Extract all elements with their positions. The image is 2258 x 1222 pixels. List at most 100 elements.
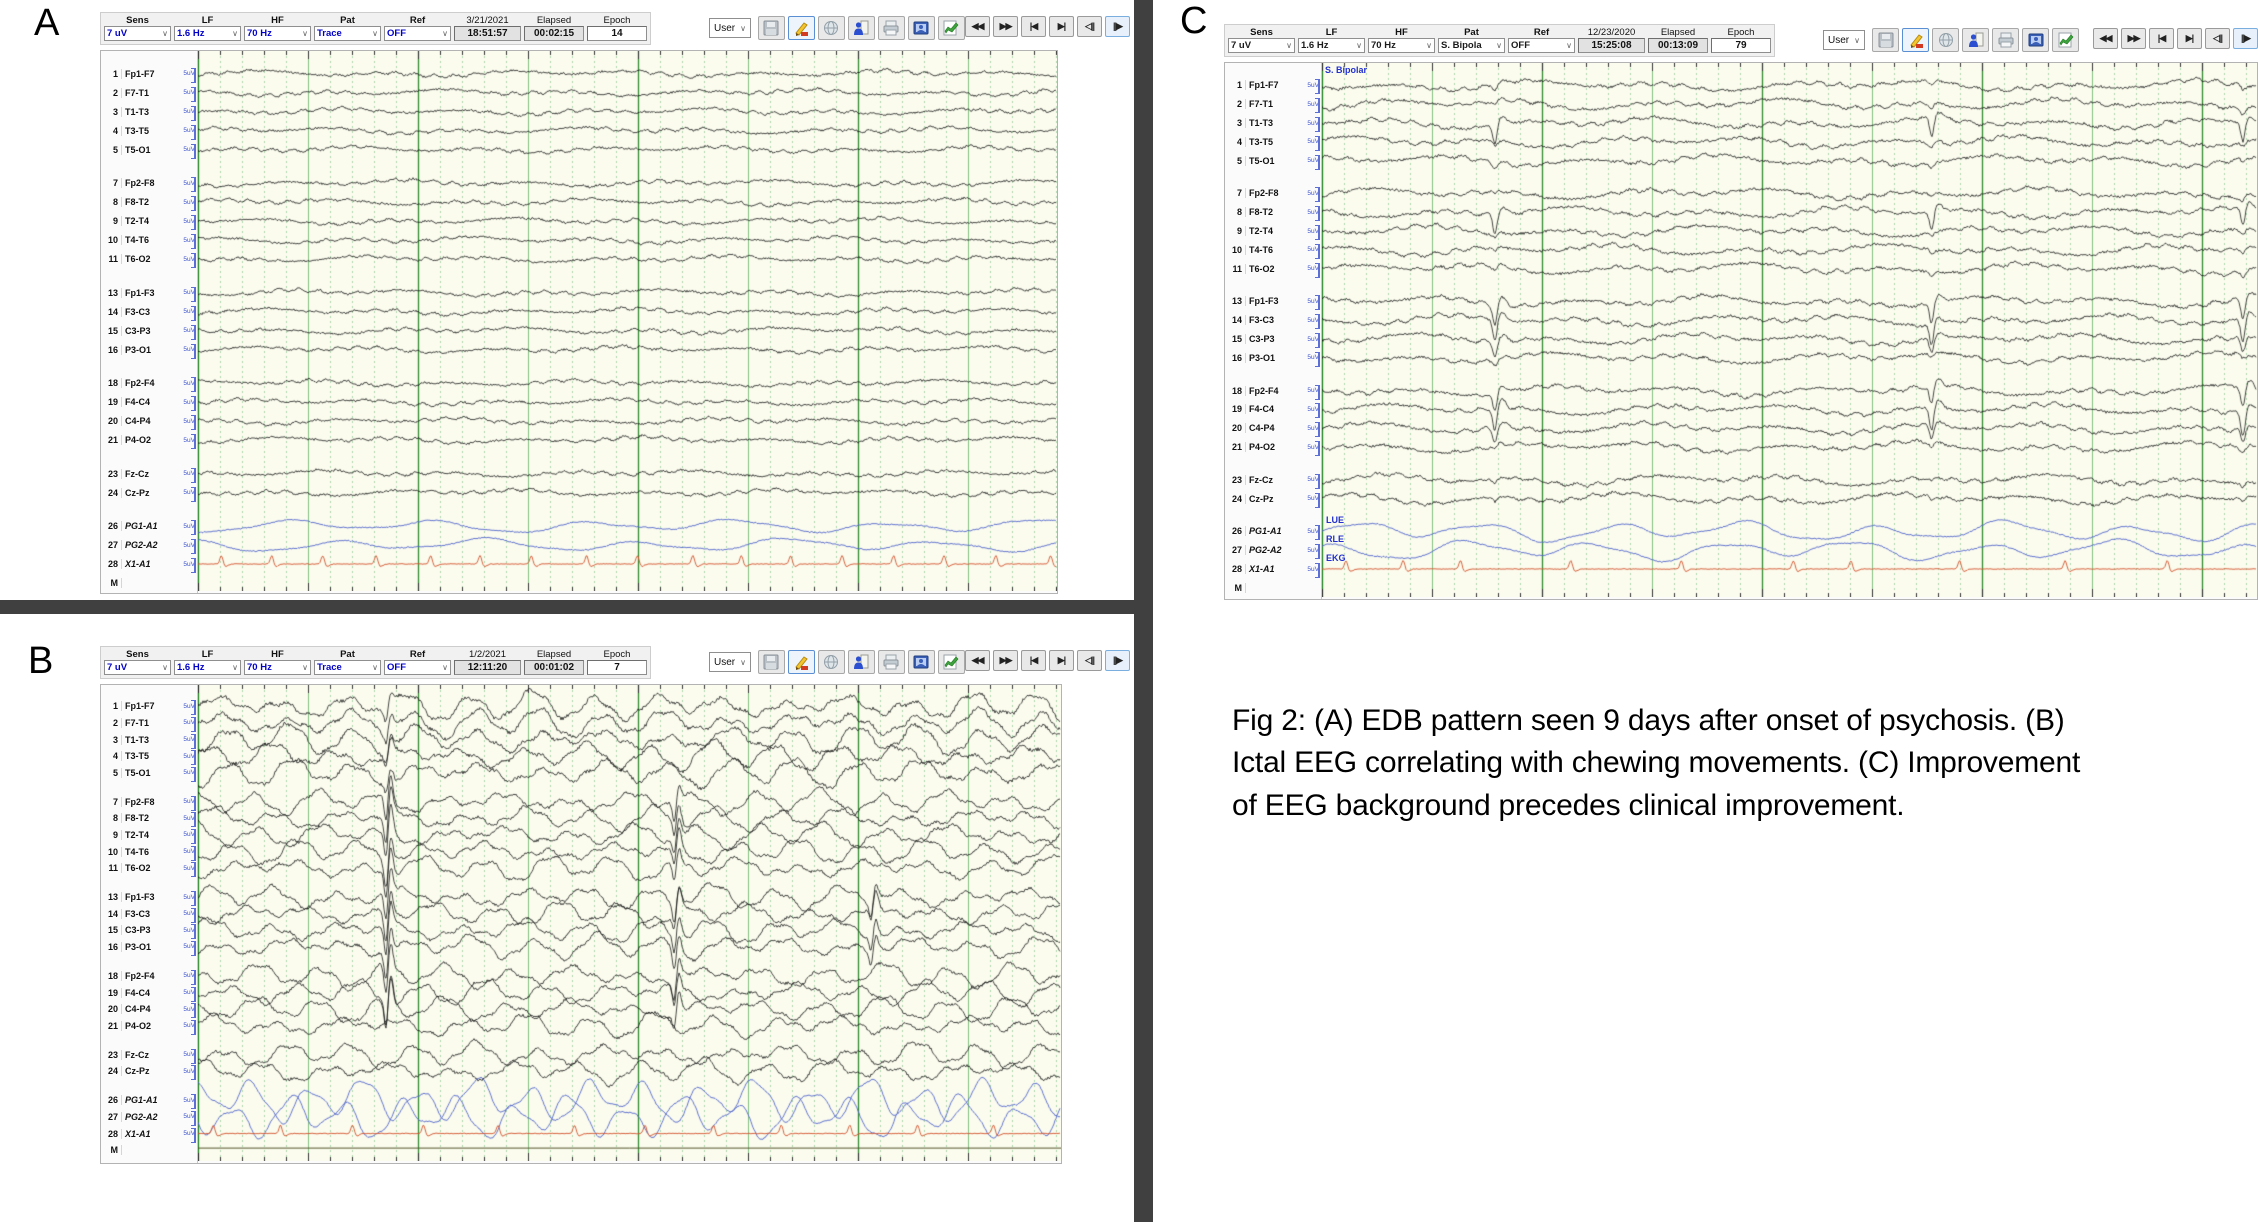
patient-info-button[interactable] xyxy=(1962,28,1989,52)
channel-name: T2-T4 xyxy=(125,829,150,840)
pat-dropdown[interactable]: Trace ∨ xyxy=(314,660,381,675)
scale-bracket-icon xyxy=(191,177,196,192)
patient-icon xyxy=(1968,32,1984,48)
video-button[interactable] xyxy=(907,16,935,40)
video-button[interactable] xyxy=(2022,28,2049,52)
next-epoch-button[interactable]: ||▶ xyxy=(2233,28,2258,49)
divider-horizontal xyxy=(0,600,1134,614)
elapsed-label: Elapsed xyxy=(536,15,572,26)
save-icon xyxy=(763,654,779,670)
channel-scale-label: 5uV xyxy=(1307,546,1319,554)
channel-number: 14 xyxy=(1225,315,1246,326)
fast-rewind-button[interactable]: ◀◀ xyxy=(2093,28,2118,49)
prev-epoch-button[interactable]: ◁|| xyxy=(1076,650,1102,671)
icon-toolbar: User ∨ xyxy=(709,16,965,40)
trend-button[interactable] xyxy=(937,650,965,674)
channel-scale-label: 5uV xyxy=(1307,157,1319,165)
channel-scale-label: 5uV xyxy=(183,541,195,549)
last-page-button[interactable]: ▶| xyxy=(1048,650,1074,671)
channel-scale-label: 5uV xyxy=(183,719,195,727)
patient-info-button[interactable] xyxy=(847,650,875,674)
annotate-button[interactable] xyxy=(787,650,815,674)
first-page-button[interactable]: |◀ xyxy=(2149,28,2174,49)
lf-label: LF xyxy=(1325,27,1338,38)
eeg-body: 1 Fp1-F7 5uV 2 F7-T1 5uV 3 T1-T3 5uV 4 T3-T5 5uV 5 T5… xyxy=(100,50,1058,594)
print-button[interactable] xyxy=(877,16,905,40)
sens-label: Sens xyxy=(1250,27,1273,38)
hf-dropdown[interactable]: 70 Hz ∨ xyxy=(244,26,311,41)
channel-number: 26 xyxy=(101,1095,122,1106)
last-page-button[interactable]: ▶| xyxy=(1048,16,1074,37)
montage-button[interactable] xyxy=(1932,28,1959,52)
channel-row: 21 P4-O2 5uV xyxy=(101,1019,197,1035)
montage-button[interactable] xyxy=(817,16,845,40)
last-page-button[interactable]: ▶| xyxy=(2177,28,2202,49)
elapsed-display: 00:01:02 xyxy=(524,660,584,675)
sens-dropdown[interactable]: 7 uV ∨ xyxy=(104,26,171,41)
channel-name: T4-T6 xyxy=(1249,244,1274,255)
scale-bracket-icon xyxy=(1315,135,1320,151)
channel-scale-label: 5uV xyxy=(183,255,195,263)
prev-epoch-button[interactable]: ◁|| xyxy=(2205,28,2230,49)
user-dropdown[interactable]: User ∨ xyxy=(1823,30,1865,50)
fast-forward-button[interactable]: ▶▶ xyxy=(992,16,1018,37)
sens-dropdown[interactable]: 7 uV ∨ xyxy=(104,660,171,675)
montage-button[interactable] xyxy=(817,650,845,674)
ref-dropdown[interactable]: OFF ∨ xyxy=(384,660,451,675)
fast-forward-button[interactable]: ▶▶ xyxy=(992,650,1018,671)
first-page-button[interactable]: |◀ xyxy=(1020,650,1046,671)
first-page-button[interactable]: |◀ xyxy=(1020,16,1046,37)
printer-icon xyxy=(883,20,899,36)
channel-scale-label: 5uV xyxy=(183,910,195,918)
channel-name: Fz-Cz xyxy=(125,1049,149,1060)
video-button[interactable] xyxy=(907,650,935,674)
hf-dropdown[interactable]: 70 Hz ∨ xyxy=(244,660,311,675)
lf-dropdown[interactable]: 1.6 Hz ∨ xyxy=(1298,38,1365,53)
eeg-traces-canvas xyxy=(198,51,1057,591)
sens-dropdown[interactable]: 7 uV ∨ xyxy=(1228,38,1295,53)
user-dropdown[interactable]: User ∨ xyxy=(709,18,751,38)
fast-rewind-button[interactable]: ◀◀ xyxy=(964,650,990,671)
channel-row: 15 C3-P3 5uV xyxy=(101,924,197,940)
prev-epoch-button[interactable]: ◁|| xyxy=(1076,16,1102,37)
save-button[interactable] xyxy=(757,16,785,40)
annotate-button[interactable] xyxy=(1902,28,1929,52)
user-dropdown[interactable]: User ∨ xyxy=(709,652,751,672)
pat-dropdown[interactable]: Trace ∨ xyxy=(314,26,381,41)
ref-dropdown[interactable]: OFF ∨ xyxy=(384,26,451,41)
annotate-button[interactable] xyxy=(787,16,815,40)
channel-scale-label: 5uV xyxy=(183,398,195,406)
pat-dropdown[interactable]: S. Bipola ∨ xyxy=(1438,38,1505,53)
print-button[interactable] xyxy=(1992,28,2019,52)
channel-name: C3-P3 xyxy=(1249,334,1275,344)
next-epoch-button[interactable]: ||▶ xyxy=(1104,16,1130,37)
save-button[interactable] xyxy=(757,650,785,674)
print-button[interactable] xyxy=(877,650,905,674)
channel-row: 27 PG2-A2 5uV xyxy=(1225,544,1321,560)
channel-row: 10 T4-T6 5uV xyxy=(101,234,197,249)
ref-dropdown[interactable]: OFF ∨ xyxy=(1508,38,1575,53)
save-icon xyxy=(763,20,779,36)
lf-dropdown[interactable]: 1.6 Hz ∨ xyxy=(174,26,241,41)
lf-dropdown[interactable]: 1.6 Hz ∨ xyxy=(174,660,241,675)
channel-scale-label: 5uV xyxy=(1307,405,1319,413)
channel-name: X1-A1 xyxy=(125,1128,151,1139)
channel-row: 8 F8-T2 5uV xyxy=(101,196,197,211)
patient-info-button[interactable] xyxy=(847,16,875,40)
trend-button[interactable] xyxy=(937,16,965,40)
scale-bracket-icon xyxy=(191,215,196,230)
channel-row: 23 Fz-Cz 5uV xyxy=(1225,473,1321,489)
trend-button[interactable] xyxy=(2052,28,2079,52)
hf-dropdown[interactable]: 70 Hz ∨ xyxy=(1368,38,1435,53)
scale-bracket-icon xyxy=(191,862,196,878)
channel-name: F4-C4 xyxy=(125,397,151,407)
save-button[interactable] xyxy=(1872,28,1899,52)
channel-number: 19 xyxy=(101,397,122,407)
next-epoch-button[interactable]: ||▶ xyxy=(1104,650,1130,671)
channel-row: 5 T5-O1 5uV xyxy=(101,766,197,782)
channel-row: 14 F3-C3 5uV xyxy=(101,907,197,923)
fast-forward-button[interactable]: ▶▶ xyxy=(2121,28,2146,49)
record-date: 12/23/2020 xyxy=(1587,27,1636,38)
scale-bracket-icon xyxy=(191,828,196,844)
fast-rewind-button[interactable]: ◀◀ xyxy=(964,16,990,37)
